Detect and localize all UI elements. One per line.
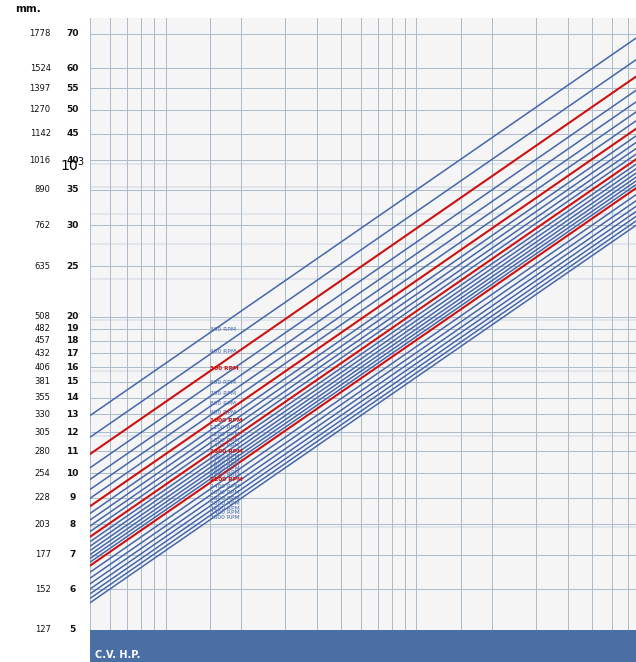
Text: 280: 280 xyxy=(35,447,51,456)
Text: 1700 RPM: 1700 RPM xyxy=(211,458,240,463)
Text: 890: 890 xyxy=(35,185,51,195)
Text: 3000 RPM: 3000 RPM xyxy=(211,501,240,506)
Text: 45: 45 xyxy=(66,129,79,138)
Text: 8: 8 xyxy=(69,520,76,528)
Text: 11: 11 xyxy=(66,447,79,456)
Text: 177: 177 xyxy=(34,551,51,559)
Text: 2000 RPM: 2000 RPM xyxy=(211,470,240,475)
Text: 500 RPM: 500 RPM xyxy=(211,366,239,371)
Text: 1142: 1142 xyxy=(30,129,51,138)
Text: 70: 70 xyxy=(66,29,79,38)
Text: 635: 635 xyxy=(34,261,51,271)
Text: 228: 228 xyxy=(35,493,51,502)
Text: 3200 RPM: 3200 RPM xyxy=(211,506,240,510)
Text: 13: 13 xyxy=(66,410,79,418)
Text: 152: 152 xyxy=(35,585,51,594)
Text: 600 RPM: 600 RPM xyxy=(211,379,236,385)
Text: 1397: 1397 xyxy=(29,83,51,93)
Text: 508: 508 xyxy=(35,312,51,321)
Text: 1300 RPM: 1300 RPM xyxy=(211,438,240,443)
Text: 30: 30 xyxy=(66,220,79,230)
Text: 305: 305 xyxy=(35,428,51,436)
Text: 17: 17 xyxy=(66,349,79,358)
Text: 406: 406 xyxy=(35,363,51,372)
Text: 19: 19 xyxy=(66,324,79,333)
Text: 900 RPM: 900 RPM xyxy=(211,410,237,415)
Text: 5: 5 xyxy=(69,626,76,634)
Text: 16: 16 xyxy=(66,363,79,372)
Text: 800 RPM: 800 RPM xyxy=(211,401,237,406)
Text: 2100 RPM: 2100 RPM xyxy=(211,474,240,479)
Text: 203: 203 xyxy=(35,520,51,528)
Text: 2400 RPM: 2400 RPM xyxy=(211,484,240,489)
Text: 2200 RPM: 2200 RPM xyxy=(211,477,243,483)
Text: 10: 10 xyxy=(66,469,79,478)
Text: 50: 50 xyxy=(66,105,79,114)
Text: 432: 432 xyxy=(35,349,51,358)
Text: 330: 330 xyxy=(34,410,51,418)
Text: 1500 RPM: 1500 RPM xyxy=(211,449,243,453)
Text: ("): (") xyxy=(65,4,80,14)
Text: 12: 12 xyxy=(66,428,79,436)
Text: 700 RPM: 700 RPM xyxy=(211,391,237,397)
Text: 1800 RPM: 1800 RPM xyxy=(211,462,240,467)
Text: 381: 381 xyxy=(34,377,51,386)
Text: 18: 18 xyxy=(66,336,79,345)
Text: 300 RPM: 300 RPM xyxy=(211,328,237,332)
Text: mm.: mm. xyxy=(15,4,40,14)
Text: 400 RPM: 400 RPM xyxy=(211,349,237,354)
Text: 9: 9 xyxy=(69,493,76,502)
Text: 2800 RPM: 2800 RPM xyxy=(211,496,240,500)
Text: 40: 40 xyxy=(66,156,79,165)
Text: 1778: 1778 xyxy=(29,29,51,38)
Text: 2600 RPM: 2600 RPM xyxy=(211,490,240,495)
Text: C.V. H.P.: C.V. H.P. xyxy=(95,650,141,661)
Text: 1524: 1524 xyxy=(30,64,51,73)
Text: 482: 482 xyxy=(35,324,51,333)
Text: 1016: 1016 xyxy=(29,156,51,165)
Text: 6: 6 xyxy=(69,585,76,594)
Text: 1600 RPM: 1600 RPM xyxy=(211,453,240,459)
Text: 1270: 1270 xyxy=(29,105,51,114)
Text: 355: 355 xyxy=(35,393,51,402)
Text: 1100 RPM: 1100 RPM xyxy=(211,425,240,430)
Text: 1000 RPM: 1000 RPM xyxy=(211,418,243,423)
Text: 127: 127 xyxy=(35,626,51,634)
Text: 1900 RPM: 1900 RPM xyxy=(211,467,240,471)
Text: 1400 RPM: 1400 RPM xyxy=(211,444,240,448)
Text: 3400 RPM: 3400 RPM xyxy=(211,510,240,515)
Text: 15: 15 xyxy=(66,377,79,386)
Text: 3600 RPM: 3600 RPM xyxy=(211,514,240,520)
Text: 25: 25 xyxy=(66,261,79,271)
Text: 762: 762 xyxy=(34,220,51,230)
Text: 60: 60 xyxy=(66,64,79,73)
Text: 7: 7 xyxy=(69,551,76,559)
Text: 1200 RPM: 1200 RPM xyxy=(211,432,240,437)
Text: 254: 254 xyxy=(35,469,51,478)
Text: 20: 20 xyxy=(66,312,79,321)
Text: 14: 14 xyxy=(66,393,79,402)
Text: 35: 35 xyxy=(66,185,79,195)
Text: 457: 457 xyxy=(35,336,51,345)
Text: 55: 55 xyxy=(66,83,79,93)
